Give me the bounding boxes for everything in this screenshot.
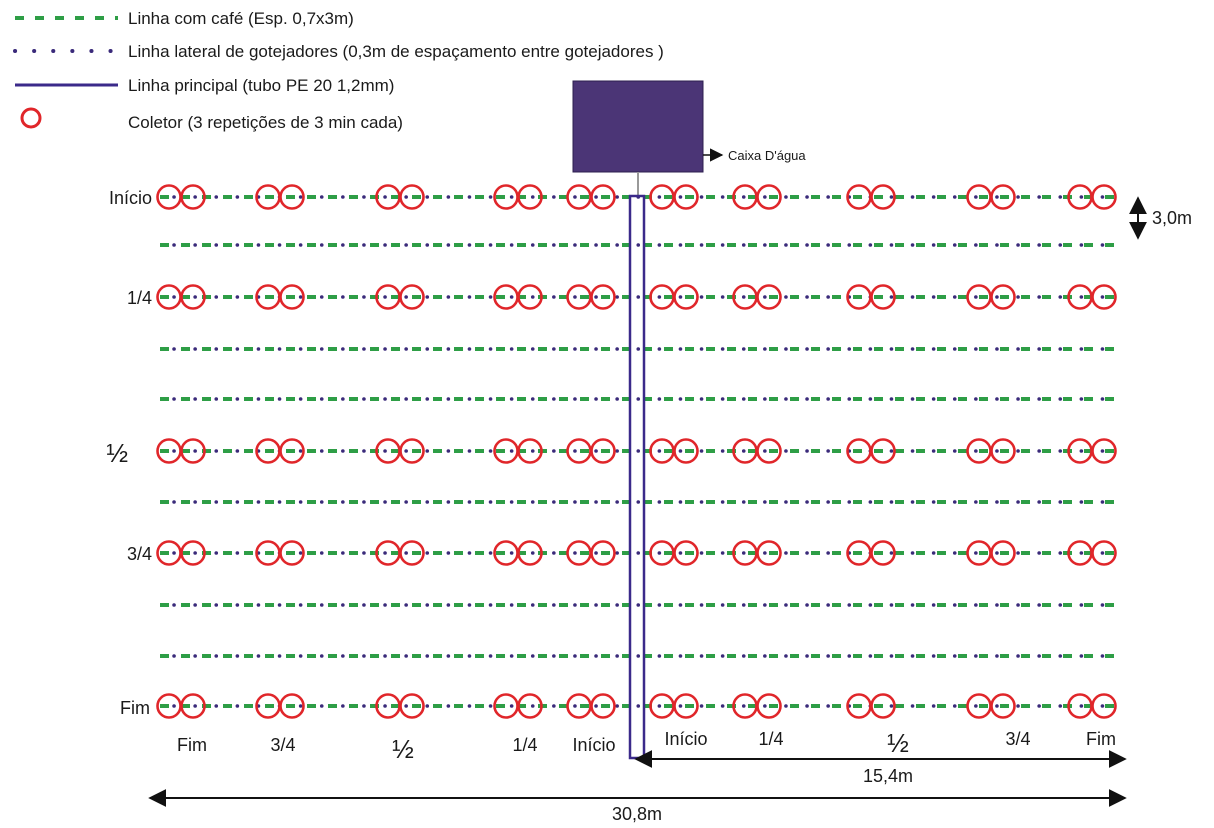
collector-cup	[673, 540, 699, 566]
right-position-fim: Fim	[1086, 729, 1116, 749]
collector-cup	[673, 284, 699, 310]
collector-cup	[673, 438, 699, 464]
legend-coffee-line-label: Linha com café (Esp. 0,7x3m)	[128, 9, 354, 28]
row-label-three-quarters: 3/4	[127, 544, 152, 564]
collector-cup	[870, 540, 896, 566]
collector-cup	[1091, 693, 1117, 719]
collector-cup	[180, 284, 206, 310]
collector-cup	[399, 693, 425, 719]
collector-cup	[180, 540, 206, 566]
collector-cup	[279, 540, 305, 566]
half-width-label: 15,4m	[863, 766, 913, 786]
collector-cup	[990, 284, 1016, 310]
main-pipe	[628, 194, 646, 760]
legend: Linha com café (Esp. 0,7x3m) Linha later…	[13, 9, 664, 132]
collector-cup	[673, 693, 699, 719]
left-position-inicio: Início	[572, 735, 615, 755]
row-labels: Início 1/4 ½ 3/4 Fim	[106, 188, 152, 718]
collector-cup	[279, 284, 305, 310]
left-position-quarter: 1/4	[512, 735, 537, 755]
collector-cup	[180, 693, 206, 719]
legend-collector-icon	[20, 107, 42, 129]
collector-cup	[1091, 438, 1117, 464]
collector-cup	[870, 438, 896, 464]
collector-cup	[590, 540, 616, 566]
collector-cup	[517, 284, 543, 310]
collector-cup	[990, 438, 1016, 464]
collector-cup	[590, 184, 616, 210]
collector-cup	[756, 184, 782, 210]
legend-lateral-line-label: Linha lateral de gotejadores (0,3m de es…	[128, 42, 664, 61]
collector-cup	[180, 438, 206, 464]
collector-cup	[279, 693, 305, 719]
collector-cup	[399, 184, 425, 210]
right-position-inicio: Início	[664, 729, 707, 749]
legend-main-line-label: Linha principal (tubo PE 20 1,2mm)	[128, 76, 394, 95]
collector-cup	[870, 284, 896, 310]
collector-cup	[756, 438, 782, 464]
row-label-inicio: Início	[109, 188, 152, 208]
left-position-three-quarters: 3/4	[270, 735, 295, 755]
right-position-three-quarters: 3/4	[1005, 729, 1030, 749]
collector-cup	[180, 184, 206, 210]
row-spacing-label: 3,0m	[1152, 208, 1192, 228]
collector-cup	[1091, 184, 1117, 210]
collector-cup	[756, 540, 782, 566]
collector-cup	[590, 438, 616, 464]
collector-cup	[399, 438, 425, 464]
collector-cup	[756, 284, 782, 310]
collector-cup	[517, 693, 543, 719]
water-tank	[572, 80, 704, 173]
collector-cup	[870, 184, 896, 210]
collector-cup	[673, 184, 699, 210]
collector-cup	[517, 540, 543, 566]
legend-collector-label: Coletor (3 repetições de 3 min cada)	[128, 113, 403, 132]
collectors	[156, 184, 1117, 719]
collector-cup	[517, 184, 543, 210]
collector-cup	[279, 184, 305, 210]
collector-cup	[990, 693, 1016, 719]
right-position-quarter: 1/4	[758, 729, 783, 749]
collector-cup	[870, 693, 896, 719]
collector-cup	[990, 540, 1016, 566]
right-position-labels: Início 1/4 ½ 3/4 Fim	[664, 728, 1116, 758]
row-label-quarter: 1/4	[127, 288, 152, 308]
field-lines	[160, 195, 1120, 708]
row-label-fim: Fim	[120, 698, 150, 718]
collector-cup	[1091, 284, 1117, 310]
collector-cup	[590, 693, 616, 719]
collector-cup	[399, 284, 425, 310]
left-position-fim: Fim	[177, 735, 207, 755]
collector-cup	[399, 540, 425, 566]
total-width-label: 30,8m	[612, 804, 662, 824]
right-position-half: ½	[887, 728, 909, 758]
collector-cup	[990, 184, 1016, 210]
collector-cup	[590, 284, 616, 310]
collector-cup	[279, 438, 305, 464]
left-position-labels: Fim 3/4 ½ 1/4 Início	[177, 734, 616, 764]
collector-cup	[1091, 540, 1117, 566]
row-label-half: ½	[106, 438, 128, 468]
water-tank-label: Caixa D'água	[728, 148, 806, 163]
left-position-half: ½	[392, 734, 414, 764]
collector-cup	[517, 438, 543, 464]
collector-cup	[756, 693, 782, 719]
